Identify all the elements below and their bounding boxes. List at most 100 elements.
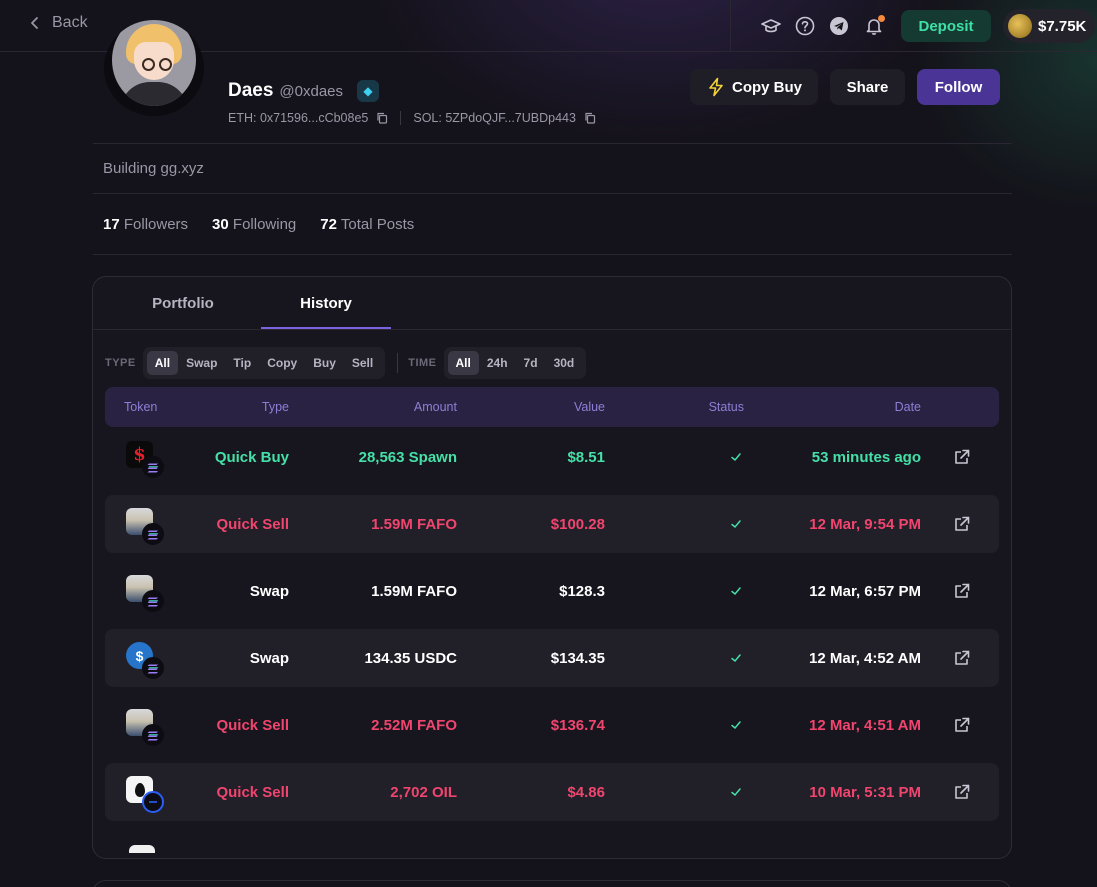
type-filter-all[interactable]: All bbox=[146, 351, 179, 375]
row-type: Swap bbox=[249, 649, 289, 667]
column-token: Token bbox=[124, 400, 158, 414]
wallet-addresses: ETH: 0x71596...cCb08e5 SOL: 5ZPdoQJF...7… bbox=[228, 111, 608, 125]
type-filter-buy[interactable]: Buy bbox=[313, 356, 336, 370]
type-filter-sell[interactable]: Sell bbox=[351, 356, 374, 370]
help-icon[interactable] bbox=[794, 15, 816, 37]
followers-stat[interactable]: 17 Followers bbox=[103, 216, 189, 233]
table-row[interactable]: $ Quick Buy 28,563 Spawn $8.51 53 minute… bbox=[105, 428, 999, 486]
spawn-token-icon: $ bbox=[126, 441, 153, 468]
copy-buy-button[interactable]: Copy Buy bbox=[690, 69, 818, 105]
following-stat[interactable]: 30 Following bbox=[212, 216, 297, 233]
row-date: 10 Mar, 5:31 PM bbox=[809, 783, 921, 801]
tab-portfolio[interactable]: Portfolio bbox=[152, 295, 214, 312]
row-value: $134.35 bbox=[550, 649, 605, 667]
type-filter-tip[interactable]: Tip bbox=[233, 356, 252, 370]
profile-stats: 17 Followers 30 Following 72 Total Posts bbox=[103, 216, 414, 233]
row-date: 12 Mar, 4:51 AM bbox=[809, 716, 921, 734]
table-row[interactable]: Quick Sell 2,702 OIL $4.86 10 Mar, 5:31 … bbox=[105, 763, 999, 821]
solana-icon bbox=[142, 590, 164, 612]
notification-dot bbox=[878, 15, 885, 22]
row-amount: 134.35 USDC bbox=[364, 649, 457, 667]
solana-icon bbox=[142, 456, 164, 478]
tab-history[interactable]: History bbox=[300, 295, 352, 312]
column-type: Type bbox=[261, 400, 289, 414]
row-value: $4.86 bbox=[567, 783, 605, 801]
academy-icon[interactable] bbox=[760, 15, 782, 37]
partial-token-icon bbox=[129, 845, 155, 853]
eth-address: ETH: 0x71596...cCb08e5 bbox=[228, 111, 369, 125]
row-value: $8.51 bbox=[567, 448, 605, 466]
time-filter-30d[interactable]: 30d bbox=[553, 356, 575, 370]
top-bar: Back Deposit $7.75K bbox=[0, 0, 1097, 52]
active-tab-indicator bbox=[261, 327, 391, 329]
token-icon: $ bbox=[126, 642, 166, 679]
row-amount: 2,702 OIL bbox=[390, 783, 457, 801]
solana-icon bbox=[142, 724, 164, 746]
follow-button[interactable]: Follow bbox=[917, 69, 1000, 105]
time-filter-group: All 24h 7d 30d bbox=[443, 347, 587, 379]
wallet-avatar bbox=[1008, 14, 1032, 38]
telegram-icon[interactable] bbox=[828, 15, 850, 37]
row-value: $128.3 bbox=[559, 582, 605, 600]
base-chain-icon bbox=[142, 791, 164, 813]
back-button[interactable]: Back bbox=[28, 14, 88, 32]
profile-name: Daes bbox=[228, 80, 274, 101]
external-link-icon[interactable] bbox=[953, 763, 971, 821]
table-row[interactable]: Swap 1.59M FAFO $128.3 12 Mar, 6:57 PM bbox=[105, 562, 999, 620]
row-date: 12 Mar, 6:57 PM bbox=[809, 582, 921, 600]
type-filter-group: All Swap Tip Copy Buy Sell bbox=[142, 347, 386, 379]
token-icon bbox=[126, 575, 166, 612]
divider bbox=[93, 193, 1012, 194]
time-filter-24h[interactable]: 24h bbox=[486, 356, 508, 370]
check-icon bbox=[729, 763, 743, 821]
diamond-icon: ◆ bbox=[357, 80, 380, 102]
table-row[interactable]: $ Swap 134.35 USDC $134.35 12 Mar, 4:52 … bbox=[105, 629, 999, 687]
token-icon bbox=[126, 709, 166, 746]
check-icon bbox=[729, 562, 743, 620]
row-type: Quick Sell bbox=[216, 716, 289, 734]
row-amount: 1.59M FAFO bbox=[371, 582, 457, 600]
column-status: Status bbox=[708, 400, 744, 414]
row-date: 53 minutes ago bbox=[811, 448, 921, 466]
check-icon bbox=[729, 428, 743, 486]
row-type: Quick Sell bbox=[216, 515, 289, 533]
external-link-icon[interactable] bbox=[953, 696, 971, 754]
back-label: Back bbox=[52, 14, 88, 31]
type-filter-copy[interactable]: Copy bbox=[267, 356, 298, 370]
sol-address: SOL: 5ZPdoQJF...7UBDp443 bbox=[413, 111, 576, 125]
external-link-icon[interactable] bbox=[953, 562, 971, 620]
check-icon bbox=[729, 495, 743, 553]
bell-icon[interactable] bbox=[863, 15, 885, 37]
copy-icon[interactable] bbox=[376, 112, 388, 124]
row-value: $100.28 bbox=[550, 515, 605, 533]
token-icon: $ bbox=[126, 441, 166, 478]
external-link-icon[interactable] bbox=[953, 428, 971, 486]
external-link-icon[interactable] bbox=[953, 629, 971, 687]
row-type: Swap bbox=[249, 582, 289, 600]
table-row[interactable]: Quick Sell 2.52M FAFO $136.74 12 Mar, 4:… bbox=[105, 696, 999, 754]
time-filter-7d[interactable]: 7d bbox=[523, 356, 538, 370]
share-button[interactable]: Share bbox=[830, 69, 905, 105]
time-filter-all[interactable]: All bbox=[447, 351, 479, 375]
external-link-icon[interactable] bbox=[953, 495, 971, 553]
row-type: Quick Buy bbox=[214, 448, 289, 466]
solana-icon bbox=[142, 657, 164, 679]
top-right-controls: Deposit $7.75K bbox=[730, 0, 1097, 52]
check-icon bbox=[729, 629, 743, 687]
divider bbox=[93, 254, 1012, 255]
chevron-left-icon bbox=[31, 17, 38, 29]
check-icon bbox=[729, 696, 743, 754]
posts-stat: 72 Total Posts bbox=[320, 216, 415, 233]
type-filter-swap[interactable]: Swap bbox=[186, 356, 218, 370]
token-icon bbox=[126, 508, 166, 545]
row-amount: 1.59M FAFO bbox=[371, 515, 457, 533]
deposit-button[interactable]: Deposit bbox=[901, 10, 991, 42]
copy-icon[interactable] bbox=[584, 112, 596, 124]
balance-button[interactable]: $7.75K bbox=[1003, 9, 1095, 43]
column-date: Date bbox=[894, 400, 921, 414]
next-card-edge bbox=[92, 880, 1012, 887]
row-amount: 28,563 Spawn bbox=[358, 448, 457, 466]
filter-bar: TYPE All Swap Tip Copy Buy Sell TIME All… bbox=[105, 347, 587, 379]
type-filter-label: TYPE bbox=[105, 357, 136, 369]
table-row[interactable]: Quick Sell 1.59M FAFO $100.28 12 Mar, 9:… bbox=[105, 495, 999, 553]
